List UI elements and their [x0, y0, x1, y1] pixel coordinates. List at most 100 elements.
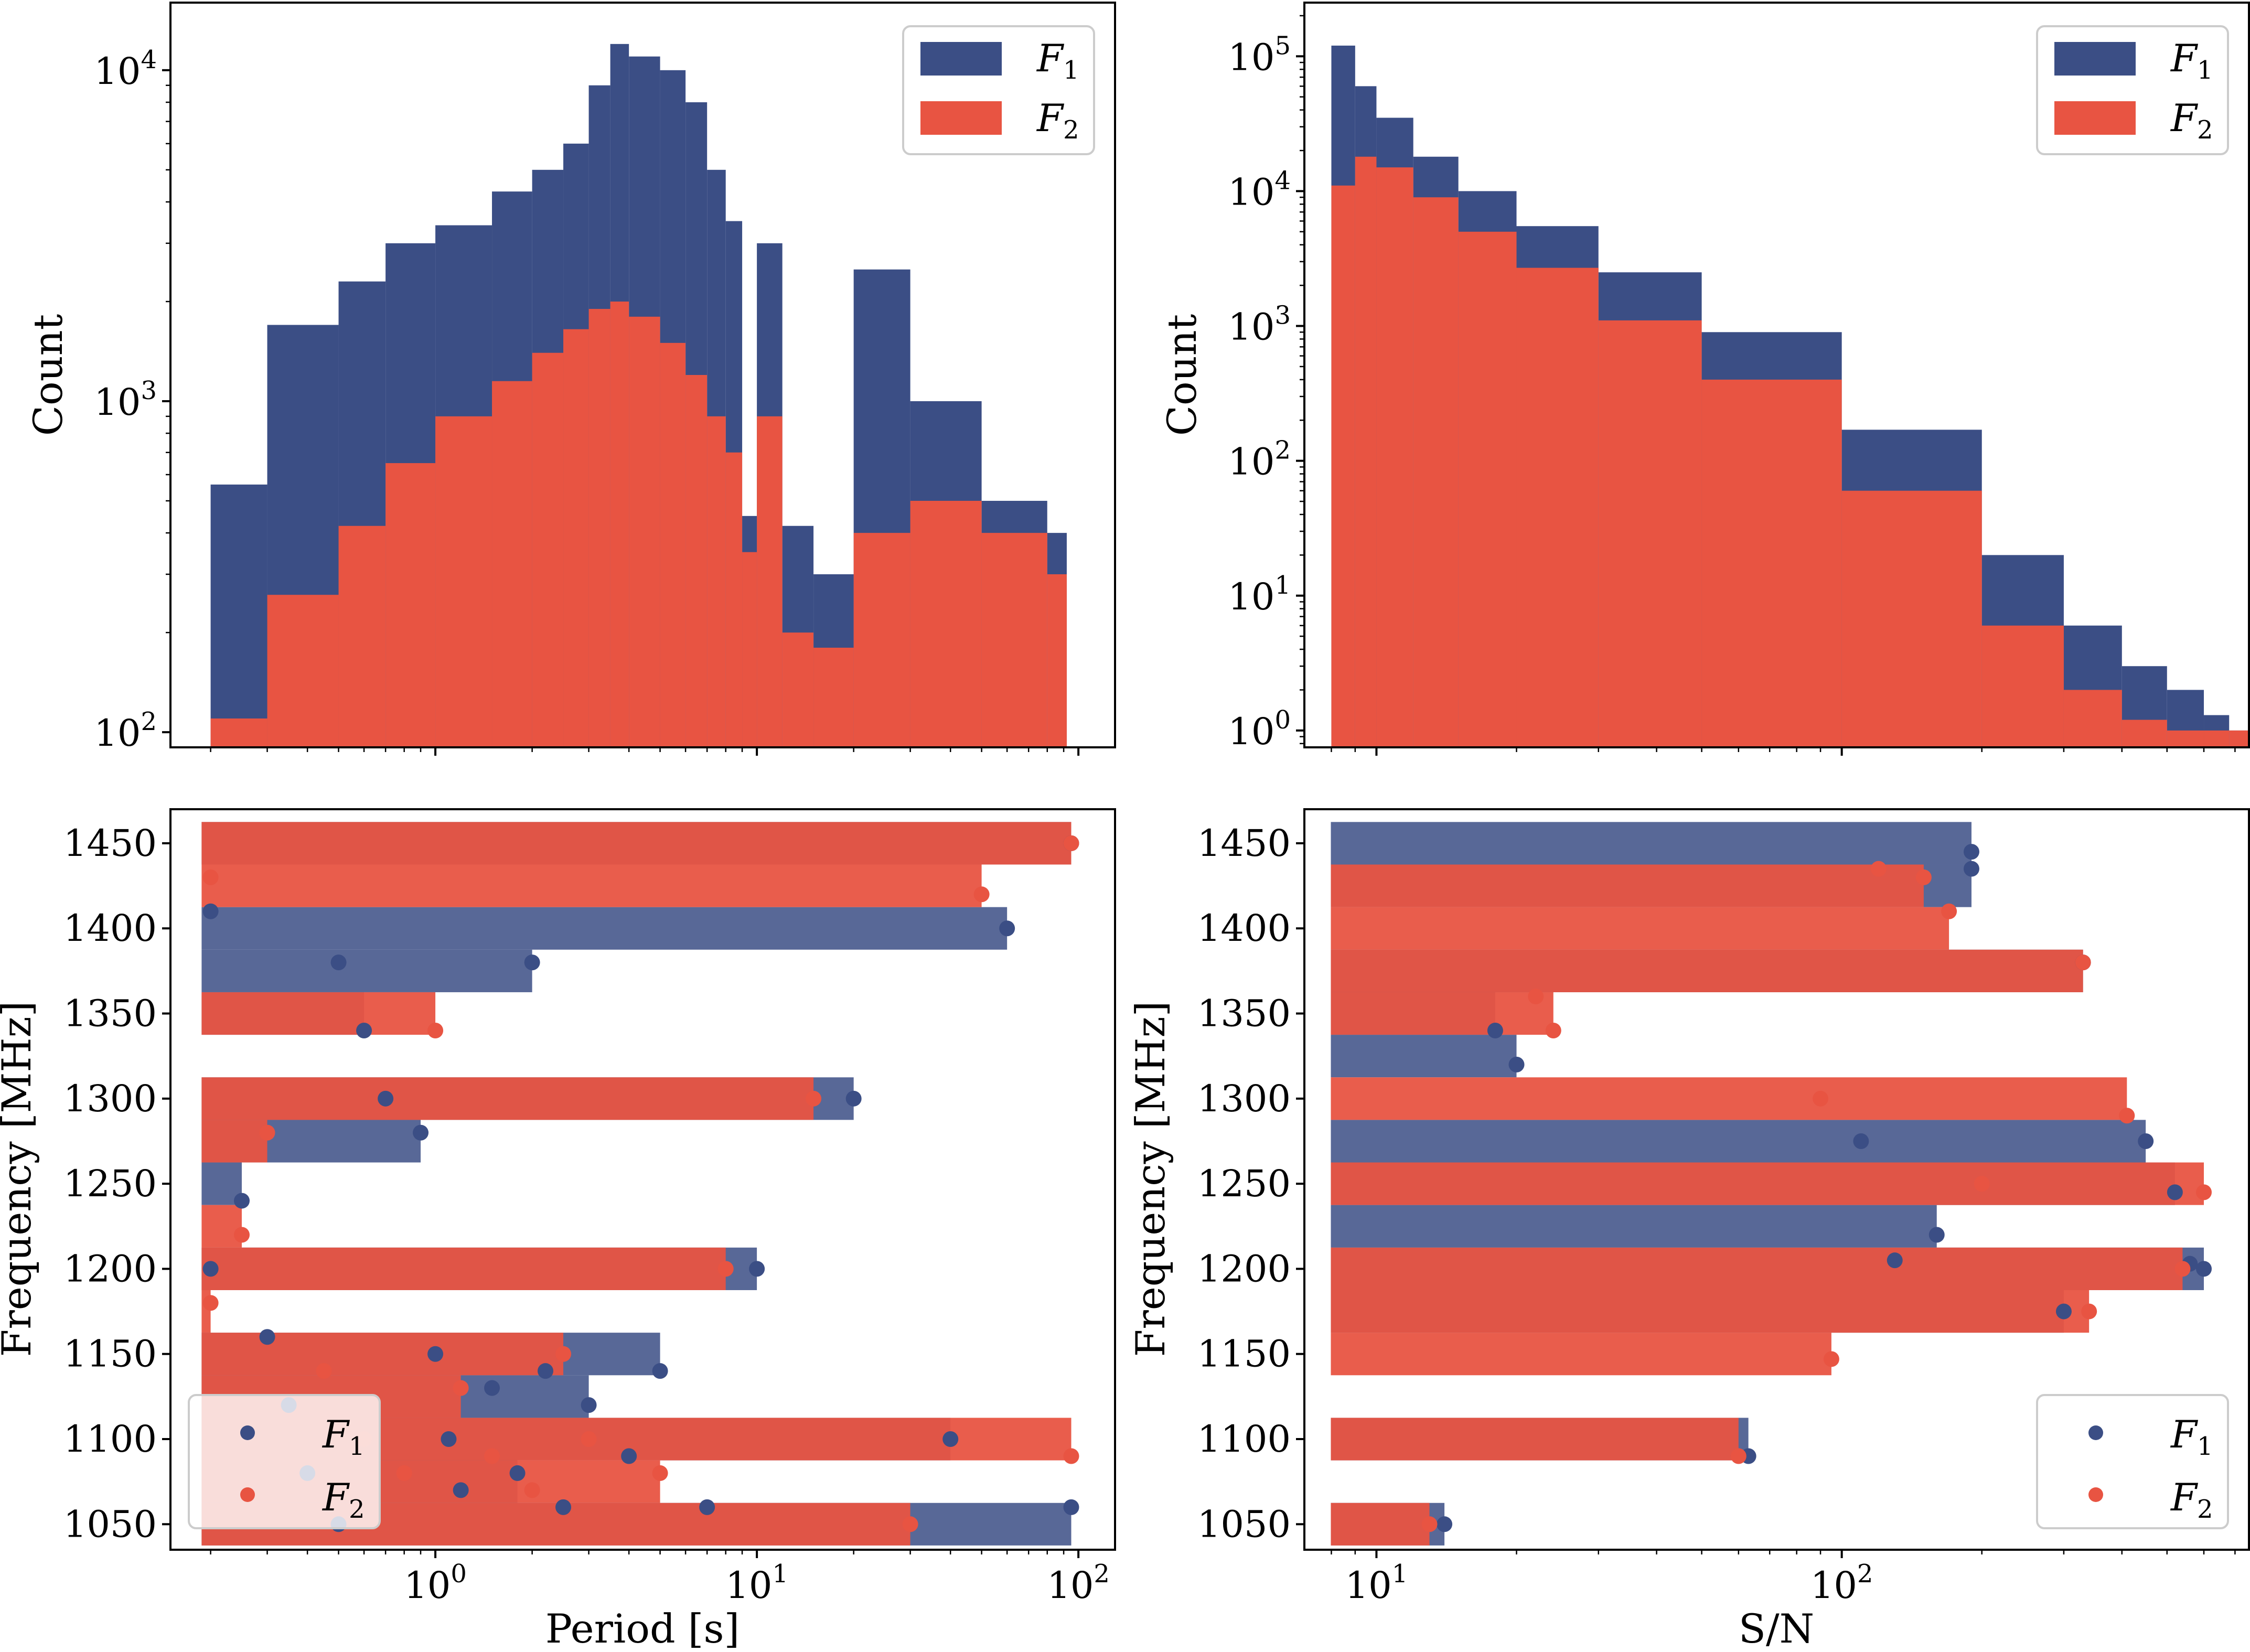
histogram-bar — [910, 500, 982, 747]
legend-label-f1: F1 — [1036, 36, 1079, 85]
x-axis-label: S/N — [1739, 1605, 1814, 1652]
plot-area — [210, 44, 1067, 747]
scatter-point — [699, 1499, 715, 1515]
scatter-point — [1487, 1022, 1503, 1038]
scatter-point — [1853, 1133, 1869, 1149]
legend-swatch-f1 — [920, 42, 1002, 76]
axes-frame — [1303, 808, 2250, 1551]
y-tick-label: 1250 — [63, 1162, 157, 1205]
scatter-point — [378, 1090, 394, 1107]
panel-snr-frequency-scatter: 101 102 105011001150120012501300135014001… — [1127, 808, 2250, 1652]
y-tick-label: 1100 — [63, 1418, 157, 1461]
y-tick-label: 1150 — [1197, 1333, 1291, 1376]
scatter-point — [1963, 861, 1979, 877]
scatter-point — [2196, 1261, 2212, 1277]
scatter-point — [1730, 1448, 1747, 1464]
y-tick-label: 102 — [1228, 436, 1291, 484]
legend-swatch-f2 — [920, 101, 1002, 135]
axes-frame — [169, 2, 1116, 748]
histogram-bar — [1355, 156, 1377, 747]
scatter-point — [2138, 1133, 2154, 1149]
y-ticks: 1050 1100 1150 1200 1250 1300 1350 1400 1450 — [63, 822, 170, 1546]
scatter-point — [1063, 1448, 1079, 1464]
scatter-density-band — [201, 822, 1072, 865]
histogram-bar — [588, 309, 610, 747]
scatter-point — [413, 1124, 429, 1141]
y-axis-label: Frequency [MHz] — [0, 1001, 40, 1357]
scatter-point — [524, 954, 540, 971]
histogram-bar — [1516, 267, 1599, 747]
panel-snr-histogram: 100 101 102 103 104 105 Count F1 F2 — [1159, 2, 2250, 756]
scatter-point — [330, 954, 347, 971]
y-tick-label: 1400 — [63, 907, 157, 950]
scatter-point — [2119, 1108, 2135, 1124]
scatter-point — [806, 1090, 822, 1107]
y-ticks: 102 103 104 — [94, 45, 170, 755]
histogram-bar — [492, 381, 532, 747]
points-f2 — [202, 835, 1079, 1532]
scatter-point — [202, 1261, 219, 1277]
histogram-bar — [2063, 690, 2122, 747]
scatter-point — [2075, 954, 2091, 971]
x-tick-label: 100 — [404, 1559, 467, 1607]
histogram-bar — [2229, 730, 2249, 747]
scatter-point — [509, 1465, 526, 1481]
scatter-point — [1941, 903, 1957, 919]
histogram-bar — [532, 352, 564, 747]
legend-label-f2: F2 — [2170, 96, 2213, 145]
plot-area — [1331, 822, 2212, 1546]
scatter-density-band — [1331, 949, 2083, 992]
y-tick-label: 1050 — [63, 1503, 157, 1546]
scatter-point — [524, 1482, 540, 1498]
histogram-bar — [435, 416, 492, 747]
histogram-bar — [1047, 574, 1067, 747]
histogram-bar — [660, 342, 686, 747]
legend-marker-f1 — [240, 1425, 255, 1440]
scatter-point — [1823, 1351, 1839, 1367]
y-axis-label: Frequency [MHz] — [1127, 1001, 1174, 1357]
y-tick-label: 1350 — [1197, 992, 1291, 1035]
scatter-point — [942, 1431, 959, 1447]
histogram-bar — [707, 416, 726, 747]
panel-period-frequency-scatter: 100 101 102 1050 1100 1150 1200 1250 1300 1350 14… — [0, 808, 1116, 1652]
scatter-density-band — [201, 1205, 242, 1248]
scatter-point — [1437, 1516, 1453, 1532]
scatter-point — [2174, 1261, 2191, 1277]
histogram-bar — [1701, 379, 1842, 747]
scatter-point — [652, 1363, 668, 1379]
scatter-point — [441, 1431, 457, 1447]
legend: F1 F2 — [188, 1394, 381, 1529]
histogram-bar — [338, 525, 386, 747]
scatter-point — [1421, 1516, 1438, 1532]
scatter-point — [453, 1380, 469, 1396]
y-axis-label: Count — [25, 314, 71, 436]
scatter-point — [427, 1022, 444, 1038]
legend: F1 F2 — [2036, 1394, 2229, 1529]
scatter-point — [316, 1363, 332, 1379]
scatter-point — [259, 1329, 275, 1345]
scatter-point — [202, 869, 219, 885]
scatter-density-band — [1331, 1418, 1739, 1461]
scatter-point — [902, 1516, 918, 1532]
scatter-density-band — [1331, 1503, 1430, 1546]
scatter-point — [484, 1380, 500, 1396]
legend-label-f1: F1 — [2170, 36, 2213, 85]
histogram-bar — [385, 463, 436, 747]
scatter-point — [2196, 1184, 2212, 1200]
y-tick-label: 1450 — [1197, 822, 1291, 865]
scatter-point — [717, 1261, 734, 1277]
scatter-point — [581, 1397, 597, 1413]
histogram-bar — [210, 718, 267, 747]
histogram-bar — [725, 452, 743, 747]
scatter-point — [2081, 1303, 2097, 1320]
scatter-point — [581, 1431, 597, 1447]
scatter-point — [356, 1022, 372, 1038]
x-ticks: 100 101 102 — [210, 1550, 1110, 1607]
scatter-density-band — [1331, 1205, 1937, 1248]
scatter-point — [1063, 1499, 1079, 1515]
y-ticks: 100 101 102 103 104 105 — [1228, 15, 1304, 753]
scatter-density-band — [201, 1247, 726, 1290]
x-axis-label: Period [s] — [545, 1605, 740, 1652]
histogram-bar — [1598, 320, 1702, 747]
